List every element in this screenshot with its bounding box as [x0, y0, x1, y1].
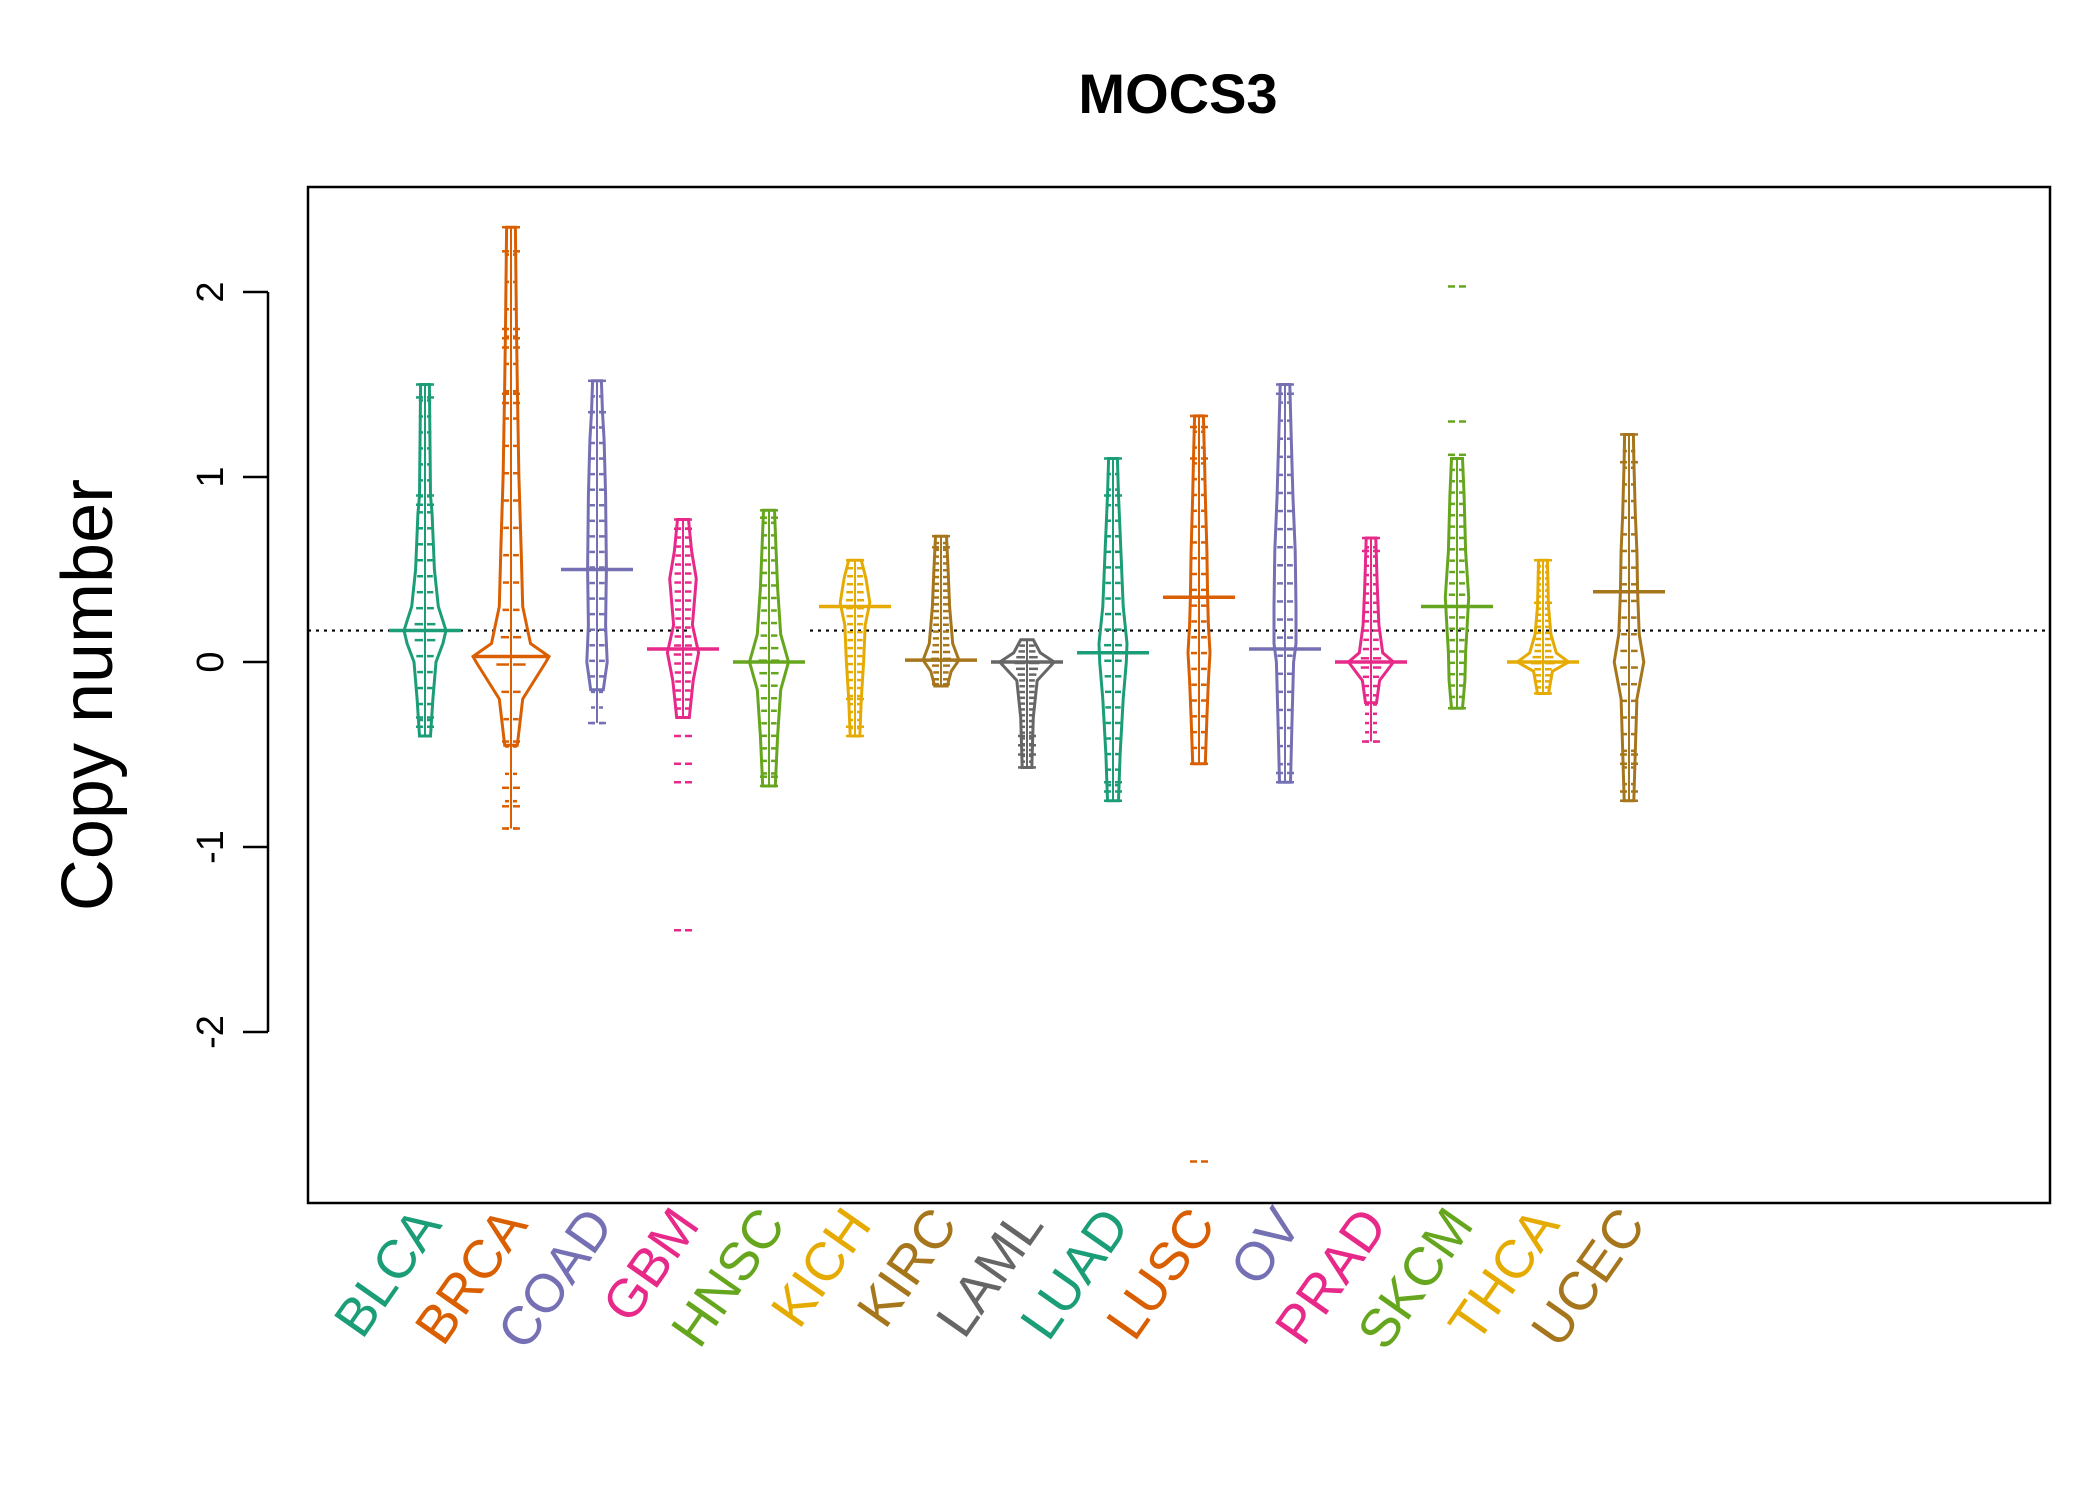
y-axis: -2 -1 0 1 2 — [190, 281, 270, 1049]
y-tick-label: 1 — [190, 466, 232, 487]
y-tick-label: -2 — [190, 1015, 232, 1049]
bean-skcm — [1421, 285, 1493, 710]
bean-lusc — [1163, 414, 1235, 1163]
x-axis-category-labels: BLCABRCACOADGBMHNSCKICHKIRCLAMLLUADLUSCO… — [323, 1197, 1657, 1359]
bean-ov — [1249, 383, 1321, 784]
bean-luad — [1077, 457, 1149, 803]
bean-thca — [1507, 558, 1579, 695]
y-tick-label: 0 — [190, 651, 232, 672]
bean-plots — [389, 225, 1665, 1163]
bean-gbm — [647, 518, 719, 932]
bean-kirc — [905, 534, 977, 688]
y-tick-label: -1 — [190, 830, 232, 864]
bean-ucec — [1593, 433, 1665, 803]
y-axis-label: Copy number — [48, 479, 128, 911]
plot-frame — [306, 185, 2052, 1205]
chart-title: MOCS3 — [1078, 62, 1277, 125]
y-tick-label: 2 — [190, 281, 232, 302]
bean-kich — [819, 558, 891, 738]
bean-laml — [991, 638, 1063, 769]
bean-hnsc — [733, 508, 805, 788]
bean-prad — [1335, 536, 1407, 743]
bean-blca — [389, 383, 461, 738]
bean-coad — [561, 379, 633, 725]
bean-brca — [471, 225, 551, 830]
